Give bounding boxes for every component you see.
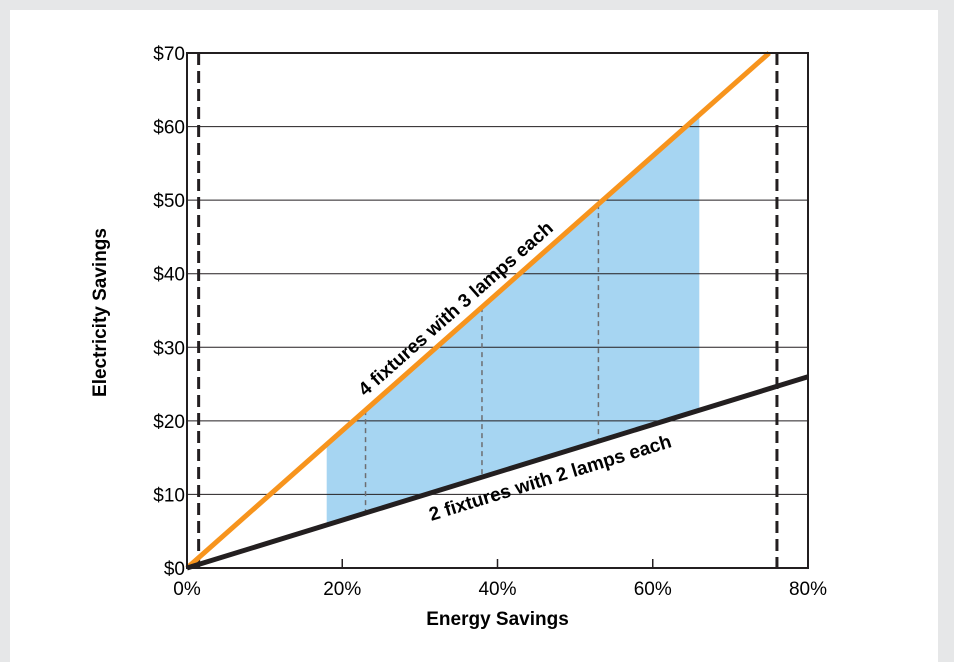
x-tick-label: 80% [789, 579, 827, 600]
y-tick-label: $10 [153, 485, 185, 506]
x-tick-label: 40% [478, 579, 516, 600]
y-tick-label: $70 [153, 44, 185, 65]
y-tick-label: $40 [153, 265, 185, 286]
series-line-2-fixtures [186, 374, 809, 571]
chart-card: 0% 20% 40% 60% 80% $0 $10 $20 $30 $40 $50 $60 $70 Ene… [10, 10, 938, 662]
x-tick-label: 0% [173, 579, 201, 600]
y-axis-title: Electricity Savings [90, 228, 111, 397]
y-tick-label: $0 [164, 559, 185, 580]
y-tick-label: $30 [153, 338, 185, 359]
electricity-savings-chart: 0% 20% 40% 60% 80% $0 $10 $20 $30 $40 $50 $60 $70 Ene… [90, 44, 827, 630]
shaded-savings-region [326, 114, 700, 526]
x-tick-label: 20% [323, 579, 361, 600]
series-line-4-fixtures [185, 51, 771, 570]
y-tick-label: $50 [153, 191, 185, 212]
x-tick-label: 60% [634, 579, 672, 600]
x-axis-title: Energy Savings [426, 609, 569, 630]
y-tick-label: $20 [153, 412, 185, 433]
y-tick-label: $60 [153, 118, 185, 139]
